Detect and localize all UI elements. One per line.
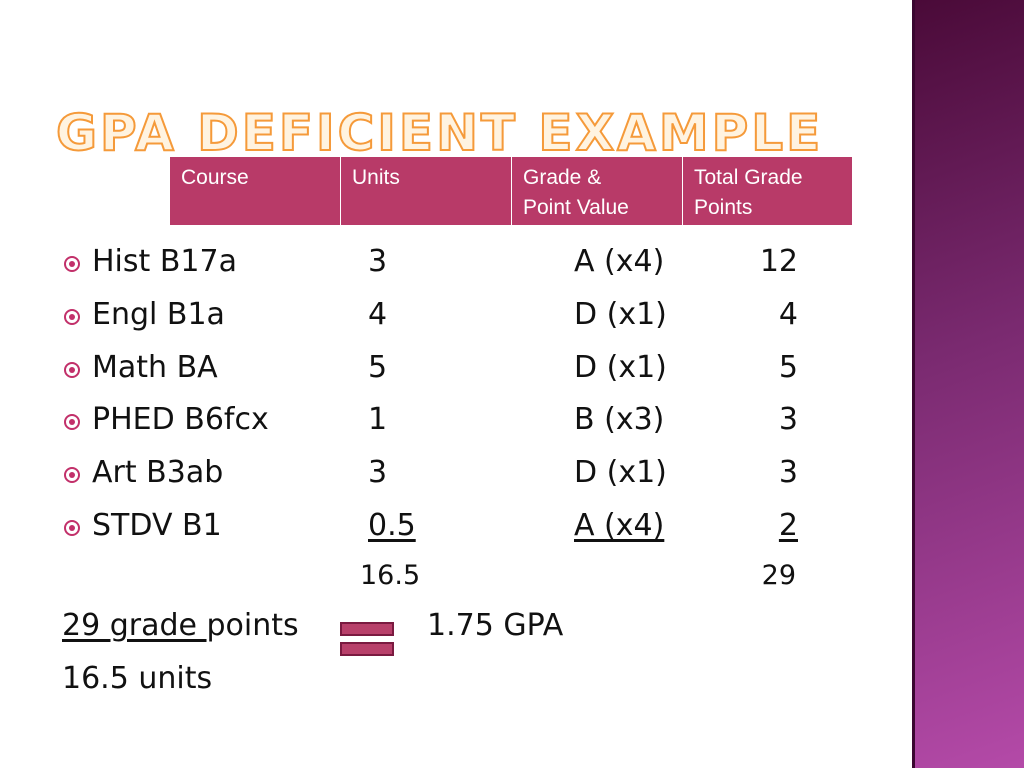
units-total: 16.5 xyxy=(360,560,421,591)
points: 3 xyxy=(778,402,798,437)
header-cell: Course xyxy=(170,157,340,225)
numerator-rest: points xyxy=(206,608,299,643)
units: 5 xyxy=(368,350,388,385)
bullet xyxy=(64,309,80,325)
grade: D (x1) xyxy=(574,297,667,332)
course: Math BA xyxy=(92,350,218,385)
bullet xyxy=(64,362,80,378)
units: 3 xyxy=(368,455,388,490)
side-strip xyxy=(912,0,1024,768)
grade: A (x4) xyxy=(574,508,665,543)
header-cell: Units xyxy=(341,157,511,225)
units: 4 xyxy=(368,297,388,332)
grade: D (x1) xyxy=(574,350,667,385)
title: GPA DEFICIENT EXAMPLE xyxy=(55,103,824,163)
points: 2 xyxy=(778,508,798,543)
points-total: 29 xyxy=(761,560,796,591)
units: 0.5 xyxy=(368,508,416,543)
bullet xyxy=(64,256,80,272)
points: 3 xyxy=(778,455,798,490)
grade: A (x4) xyxy=(574,244,665,279)
result: 1.75 GPA xyxy=(427,608,564,643)
bullet xyxy=(64,467,80,483)
equals-bar xyxy=(340,642,394,656)
course: Art B3ab xyxy=(92,455,224,490)
bullet xyxy=(64,414,80,430)
course: Hist B17a xyxy=(92,244,237,279)
course: Engl B1a xyxy=(92,297,225,332)
bullet xyxy=(64,520,80,536)
denominator: 16.5 units xyxy=(62,661,213,696)
side-strip-edge xyxy=(912,0,915,768)
numerator-underlined: 29 grade xyxy=(62,608,207,643)
units: 1 xyxy=(368,402,388,437)
points: 4 xyxy=(778,297,798,332)
equals-bar xyxy=(340,622,394,636)
course: STDV B1 xyxy=(92,508,222,543)
header-cell: Grade & Point Value xyxy=(512,157,682,225)
points: 5 xyxy=(778,350,798,385)
course: PHED B6fcx xyxy=(92,402,269,437)
numerator: 29 grade points xyxy=(62,608,299,644)
grade: D (x1) xyxy=(574,455,667,490)
grade: B (x3) xyxy=(574,402,665,437)
points: 12 xyxy=(759,244,798,279)
header-cell: Total Grade Points xyxy=(683,157,852,225)
units: 3 xyxy=(368,244,388,279)
